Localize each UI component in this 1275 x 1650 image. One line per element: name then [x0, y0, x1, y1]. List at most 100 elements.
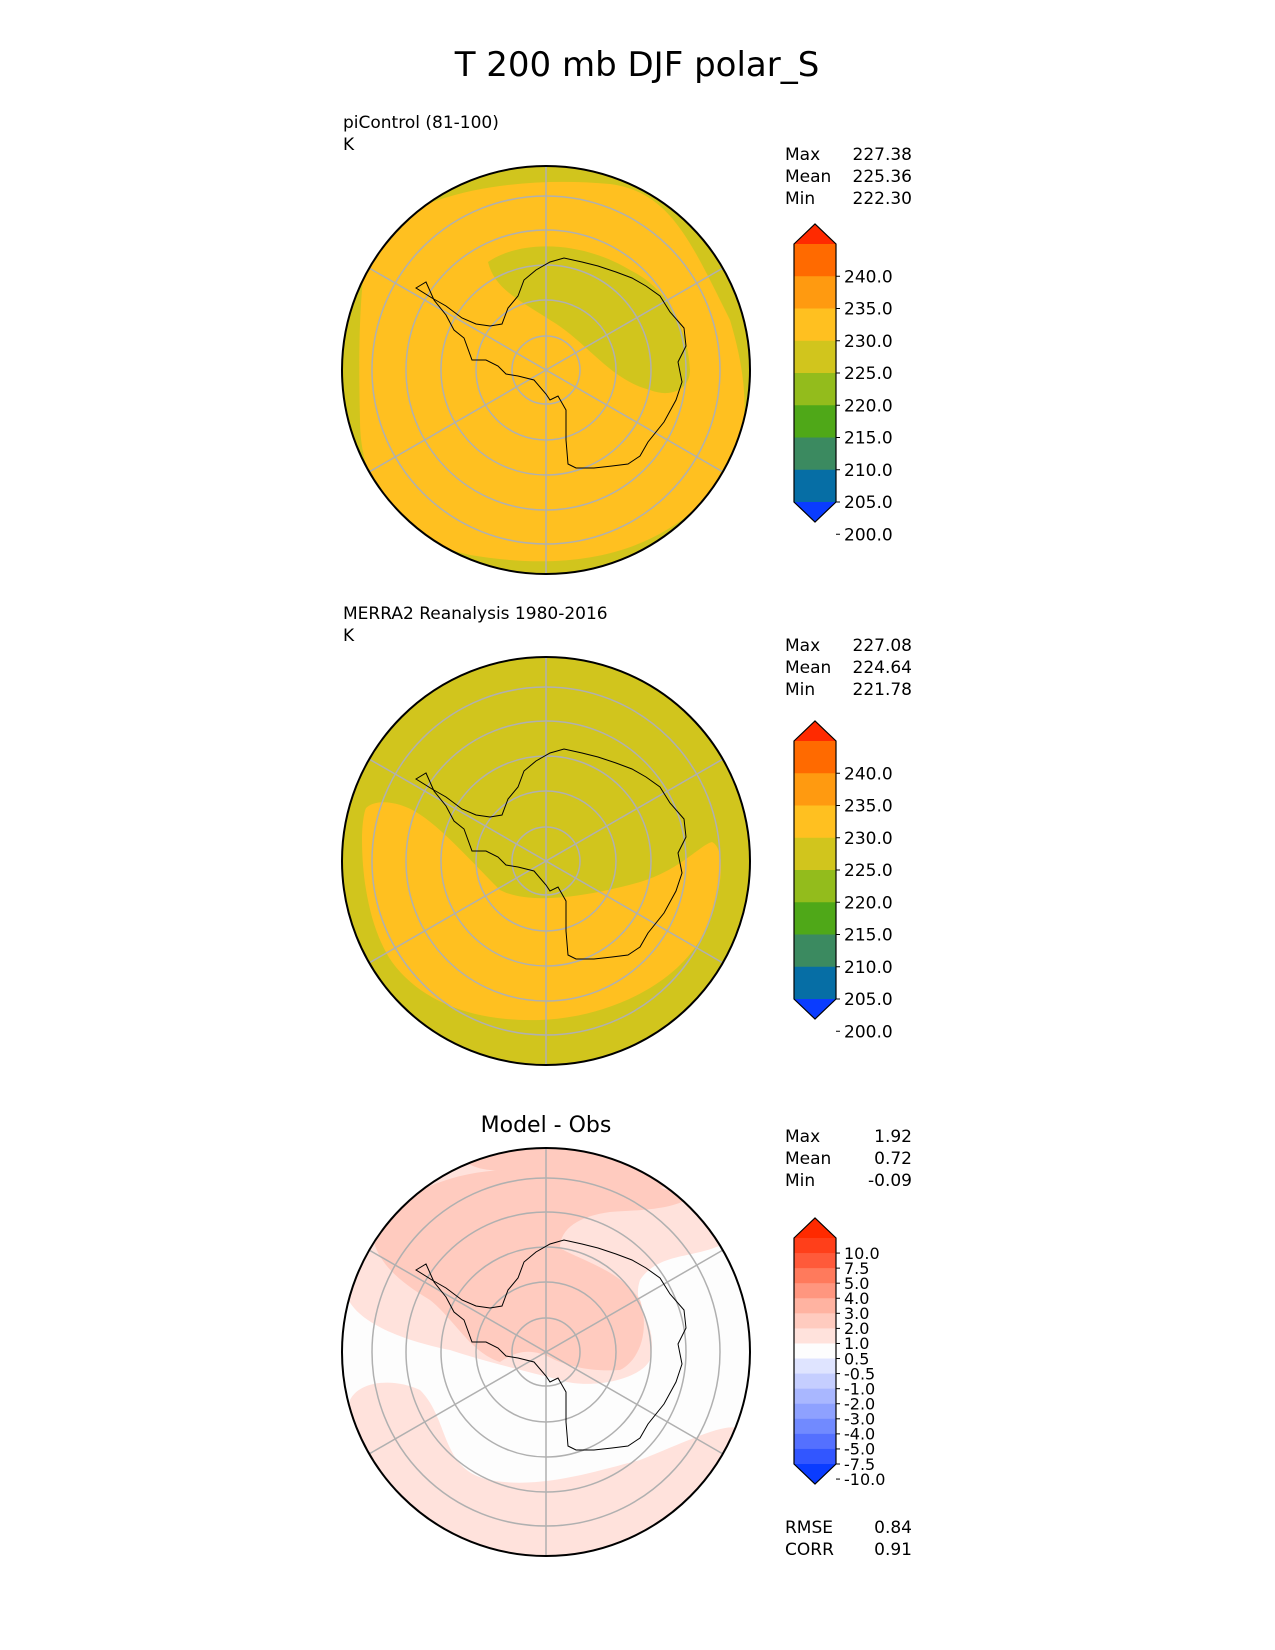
panel2-stat-value: 224.64 [853, 658, 912, 678]
panel2-field-orange [362, 802, 722, 1021]
panel1-colorbar-tick-label: 200.0 [844, 525, 893, 545]
figure-title: T 200 mb DJF polar_S [454, 45, 820, 85]
panel1-stat-value: 225.36 [853, 167, 912, 187]
panel2-colorbar-tick-label: 240.0 [844, 764, 893, 784]
panel1-stat-label: Max [785, 145, 820, 165]
panel1-colorbar-tick-label: 240.0 [844, 267, 893, 287]
panel3-map-border [341, 1147, 751, 1557]
panel3-colorbar-tick-label: 3.0 [844, 1304, 869, 1323]
panel2-colorbar-color-bin [794, 741, 836, 774]
panel3-colorbar-color-bin [794, 1433, 836, 1450]
panel2-colorbar-tick-label: 225.0 [844, 861, 893, 881]
panel2-colorbar-color-bin [794, 805, 836, 839]
panel1-field-olive-plateau [488, 246, 690, 394]
panel3-colorbar-tick-label: 2.0 [844, 1319, 869, 1338]
panel3-colorbar-tick-label: -3.0 [844, 1410, 875, 1429]
panel1-colorbar-color-bin [794, 308, 836, 342]
panel1-stat-label: Mean [785, 167, 831, 187]
panel1-colorbar-color-bin [794, 340, 836, 374]
panel2-colorbar-tick-label: 205.0 [844, 990, 893, 1010]
panel2-colorbar-color-bin [794, 902, 836, 936]
panel3-colorbar-color-bin [794, 1283, 836, 1299]
panel3-colorbar-tick-label: 5.0 [844, 1274, 869, 1293]
panel3-colorbar-color-bin [794, 1268, 836, 1284]
panel3-colorbar-color-bin [794, 1448, 836, 1465]
panel3-colorbar-tick-label: -4.0 [844, 1425, 875, 1444]
panel2-colorbar-color-bin [794, 837, 836, 871]
panel1-colorbar-tick-label: 210.0 [844, 461, 893, 481]
panel2-colorbar-color-bin [794, 934, 836, 968]
panel3-stat-label: Max [785, 1127, 820, 1147]
panel2-colorbar-tick-label: 230.0 [844, 829, 893, 849]
panel3-title: Model - Obs [481, 1113, 612, 1138]
panel1-colorbar: 240.0 235.0 230.0 225.0 220.0 215.0 210.0 205.0… [793, 223, 893, 545]
panel2-stat-value: 221.78 [853, 680, 912, 700]
panel2-stat-label: Mean [785, 658, 831, 678]
panel2-colorbar-color-bin [794, 870, 836, 903]
panel3-colorbar-color-bin [794, 1313, 836, 1329]
panel3-colorbar-tick-label: 10.0 [844, 1244, 880, 1263]
panel1-colorbar-extend-min [794, 502, 836, 522]
panel3-colorbar-tick-label: 1.0 [844, 1334, 869, 1353]
panel1-colorbar-tick-label: 220.0 [844, 396, 893, 416]
panel3-colorbar-color-bin [794, 1298, 836, 1314]
panel3-colorbar: 10.07.55.04.03.02.01.00.5-0.5-1.0-2.0-3.… [793, 1217, 885, 1489]
panel1-colorbar-color-bin [794, 244, 836, 277]
panel3-field-pink-mid [372, 1169, 690, 1371]
panel1-colorbar-color-bin [794, 276, 836, 310]
panel3-colorbar-tick-label: -5.0 [844, 1440, 875, 1459]
panel2-stat-value: 227.08 [853, 636, 912, 656]
panel1-stat-value: 222.30 [853, 189, 912, 209]
panel3-stat-value: 0.72 [874, 1149, 912, 1169]
panel2-colorbar-tick-label: 210.0 [844, 958, 893, 978]
panel3-colorbar-extend-max [794, 1218, 836, 1238]
panel-picontrol: piControl (81-100) K Max 227.38 Mean 225… [341, 113, 912, 575]
panel3-graticule [368, 1148, 724, 1556]
panel3-colorbar-extend-min [794, 1464, 836, 1484]
panel3-colorbar-color-bin [794, 1253, 836, 1269]
panel3-colorbar-color-bin [794, 1343, 836, 1360]
panel3-metric-value: 0.84 [874, 1518, 912, 1538]
panel1-units: K [343, 135, 355, 155]
panel3-stat-value: -0.09 [868, 1171, 912, 1191]
panel2-colorbar: 240.0 235.0 230.0 225.0 220.0 215.0 210.0 205.0… [793, 720, 893, 1042]
panel3-metric-value: 0.91 [874, 1540, 912, 1560]
panel1-colorbar-tick-label: 225.0 [844, 364, 893, 384]
panel1-colorbar-tick-label: 230.0 [844, 332, 893, 352]
panel2-stat-label: Min [785, 680, 815, 700]
panel1-stat-label: Min [785, 189, 815, 209]
panel2-colorbar-extend-max [794, 721, 836, 741]
panel1-colorbar-tick-label: 205.0 [844, 493, 893, 513]
panel3-stat-label: Mean [785, 1149, 831, 1169]
panel1-colorbar-color-bin [794, 437, 836, 471]
panel3-stat-value: 1.92 [874, 1127, 912, 1147]
panel3-metric-label: CORR [785, 1540, 834, 1560]
panel1-stat-value: 227.38 [853, 145, 912, 165]
panel1-colorbar-extend-max [794, 224, 836, 244]
panel3-metric-label: RMSE [785, 1518, 833, 1538]
panel2-stat-label: Max [785, 636, 820, 656]
panel2-title: MERRA2 Reanalysis 1980-2016 [343, 604, 608, 624]
panel1-title: piControl (81-100) [343, 113, 499, 133]
panel2-colorbar-tick-label: 220.0 [844, 893, 893, 913]
panel2-colorbar-color-bin [794, 773, 836, 807]
panel3-colorbar-tick-label: -7.5 [844, 1455, 875, 1474]
panel2-colorbar-color-bin [794, 966, 836, 1000]
panel3-colorbar-tick-label: 7.5 [844, 1259, 869, 1278]
panel3-colorbar-tick-label: 0.5 [844, 1349, 869, 1368]
panel2-units: K [343, 626, 355, 646]
panel1-colorbar-tick-label: 235.0 [844, 300, 893, 320]
panel2-colorbar-tick-label: 235.0 [844, 797, 893, 817]
panel1-map-border [341, 165, 751, 575]
panel1-graticule [368, 166, 724, 574]
panel3-colorbar-tick-label: -2.0 [844, 1394, 875, 1413]
panel3-colorbar-color-bin [794, 1418, 836, 1435]
panel3-colorbar-color-bin [794, 1358, 836, 1375]
panel-merra2: MERRA2 Reanalysis 1980-2016 K Max 227.08… [341, 604, 912, 1066]
panel3-colorbar-tick-label: 4.0 [844, 1289, 869, 1308]
panel3-colorbar-tick-label: -0.5 [844, 1364, 875, 1383]
panel3-colorbar-color-bin [794, 1373, 836, 1390]
panel2-map-border [341, 656, 751, 1066]
panel1-colorbar-color-bin [794, 405, 836, 439]
